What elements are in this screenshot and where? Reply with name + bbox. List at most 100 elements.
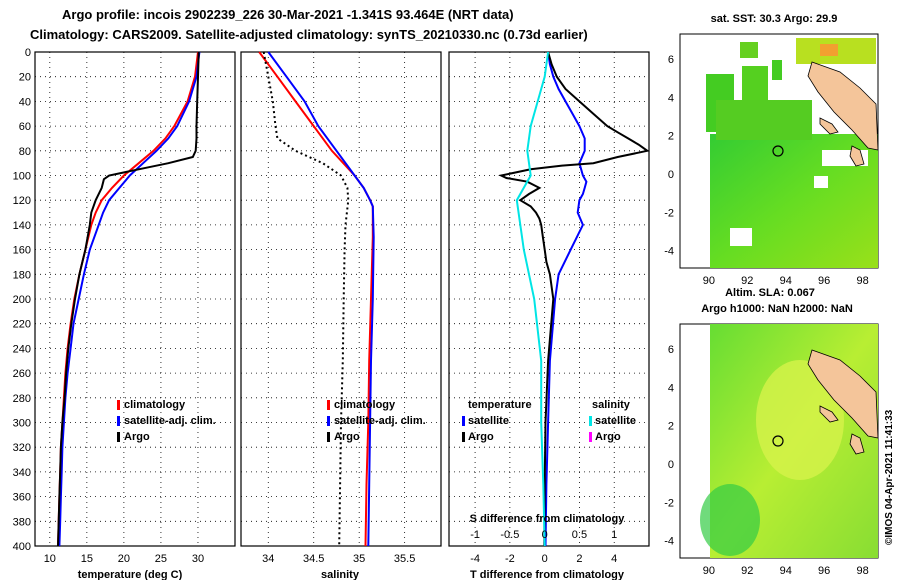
- sla-argo-position-marker: [772, 435, 784, 447]
- t-difference-tick-label: 0: [542, 553, 548, 565]
- sla-map-title-1: Altim. SLA: 0.067: [725, 287, 815, 299]
- temperature-panel: 0 20 40 60 80 100 120 140 160 180 200 220 240 260 280 3…: [13, 47, 236, 580]
- t-difference-tick-label: 2: [576, 553, 582, 565]
- s-difference-tick-label: 1: [611, 529, 617, 541]
- sla-field-high: [756, 360, 844, 480]
- sst-lon-tick-label: 98: [856, 275, 868, 287]
- sal-legend-swatch-climatology: [327, 400, 330, 410]
- depth-tick-label: 120: [13, 195, 31, 207]
- diff-legend-label-t-satellite: satellite: [468, 415, 509, 427]
- title-line-2: Climatology: CARS2009. Satellite-adjuste…: [30, 27, 588, 42]
- legend-swatch-climatology: [117, 400, 120, 410]
- difference-panel: -4 -2 0 2 4 -1 -0.5 0 0.5 1 S difference from cl…: [448, 51, 650, 580]
- sst-lat-tick-label: -2: [664, 207, 674, 219]
- sla-field-low: [700, 484, 760, 556]
- temperature-series-argo: [57, 51, 200, 547]
- imos-credit: ©IMOS 04-Apr-2021 11:41:33: [884, 409, 895, 545]
- salinity-series-argo: [262, 51, 350, 547]
- legend-header-salinity: salinity: [592, 399, 631, 411]
- difference-series-temperature-satellite: [544, 51, 588, 547]
- depth-tick-label: 400: [13, 541, 31, 553]
- temperature-tick-label: 10: [44, 553, 56, 565]
- difference-series-salinity-satellite: [515, 51, 550, 547]
- depth-tick-label: 280: [13, 393, 31, 405]
- depth-tick-label: 300: [13, 418, 31, 430]
- depth-tick-label: 160: [13, 245, 31, 257]
- legend-header-temperature: temperature: [468, 399, 532, 411]
- sla-lat-tick-label: -4: [664, 536, 674, 548]
- temperature-tick-label: 25: [155, 553, 167, 565]
- depth-tick-label: 20: [19, 72, 31, 84]
- sal-legend-label-argo: Argo: [334, 431, 360, 443]
- sla-land-island-1: [819, 405, 839, 423]
- sst-map: sat. SST: 30.3 Argo: 29.9 6 4 2 0 -2 -4 90 92 9…: [664, 13, 879, 287]
- temperature-tick-label: 30: [192, 553, 204, 565]
- sst-land-island-1: [819, 117, 839, 135]
- difference-legend: temperature satellite Argo salinity sate…: [462, 399, 636, 443]
- depth-tick-label: 320: [13, 442, 31, 454]
- sla-lat-tick-label: -2: [664, 497, 674, 509]
- t-difference-tick-label: -4: [470, 553, 480, 565]
- diff-legend-label-t-argo: Argo: [468, 431, 494, 443]
- legend-swatch-argo: [117, 432, 120, 442]
- sla-lon-tick-label: 90: [703, 565, 715, 577]
- sla-map-title-2: Argo h1000: NaN h2000: NaN: [701, 303, 853, 315]
- depth-tick-label: 180: [13, 269, 31, 281]
- legend-label-satellite: satellite-adj. clim.: [124, 415, 216, 427]
- sst-field-patch-3: [772, 60, 782, 80]
- s-difference-xlabel: S difference from climatology: [470, 513, 626, 525]
- temperature-tick-label: 20: [118, 553, 130, 565]
- legend-label-climatology: climatology: [124, 399, 186, 411]
- sst-lat-tick-label: 0: [668, 169, 674, 181]
- temperature-series-satellite-adj-clim-: [58, 51, 201, 547]
- sst-lon-tick-label: 90: [703, 275, 715, 287]
- sst-gap-3: [814, 176, 828, 188]
- s-difference-tick-label: -0.5: [500, 529, 519, 541]
- depth-tick-label: 0: [25, 47, 31, 59]
- depth-tick-label: 380: [13, 516, 31, 528]
- diff-legend-swatch-s-argo: [589, 432, 592, 442]
- sst-argo-position-marker: [772, 145, 784, 157]
- depth-tick-label: 200: [13, 294, 31, 306]
- sst-lon-tick-label: 96: [818, 275, 830, 287]
- sla-lon-tick-label: 92: [741, 565, 753, 577]
- sst-gap-2: [730, 228, 752, 246]
- depth-tick-label: 140: [13, 220, 31, 232]
- sla-land-sumatra: [807, 349, 879, 439]
- difference-series-temperature-argo: [498, 51, 650, 547]
- diff-legend-label-s-argo: Argo: [595, 431, 621, 443]
- depth-tick-label: 40: [19, 96, 31, 108]
- salinity-panel: 34 34.5 35 35.5 salinity climatology satell…: [240, 51, 442, 580]
- sst-lat-tick-label: 6: [668, 54, 674, 66]
- title-line-1: Argo profile: incois 2902239_226 30-Mar-…: [62, 7, 514, 22]
- depth-tick-label: 240: [13, 343, 31, 355]
- sal-legend-label-satellite: satellite-adj. clim.: [334, 415, 426, 427]
- s-difference-tick-label: 0: [542, 529, 548, 541]
- salinity-series-satellite-adj-clim-: [267, 51, 375, 547]
- sst-lon-tick-label: 92: [741, 275, 753, 287]
- sla-lon-tick-label: 96: [818, 565, 830, 577]
- t-difference-tick-label: -2: [505, 553, 515, 565]
- salinity-xlabel: salinity: [321, 569, 360, 580]
- depth-tick-label: 340: [13, 467, 31, 479]
- depth-tick-label: 360: [13, 492, 31, 504]
- sla-lon-tick-label: 98: [856, 565, 868, 577]
- depth-tick-label: 60: [19, 121, 31, 133]
- sst-lat-tick-label: 2: [668, 131, 674, 143]
- diff-legend-label-s-satellite: satellite: [595, 415, 636, 427]
- diff-legend-swatch-t-argo: [462, 432, 465, 442]
- sst-lat-tick-label: -4: [664, 246, 674, 258]
- sla-lat-tick-label: 2: [668, 421, 674, 433]
- s-difference-tick-label: 0.5: [572, 529, 587, 541]
- depth-tick-label: 80: [19, 146, 31, 158]
- salinity-tick-label: 34: [262, 553, 274, 565]
- sal-legend-swatch-argo: [327, 432, 330, 442]
- sal-legend-label-climatology: climatology: [334, 399, 396, 411]
- salinity-tick-label: 35: [353, 553, 365, 565]
- s-difference-tick-label: -1: [470, 529, 480, 541]
- sla-lat-tick-label: 4: [668, 382, 674, 394]
- sst-field-patch-2: [742, 66, 768, 106]
- legend-label-argo: Argo: [124, 431, 150, 443]
- salinity-legend: climatology satellite-adj. clim. Argo: [327, 399, 426, 443]
